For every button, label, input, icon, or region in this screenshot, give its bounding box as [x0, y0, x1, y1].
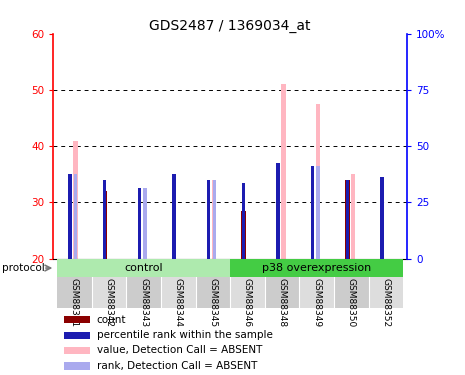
Bar — [317, 166, 320, 259]
Bar — [195, 277, 230, 308]
Bar — [276, 163, 280, 259]
Bar — [345, 180, 349, 259]
Bar — [73, 141, 78, 259]
Bar — [92, 277, 126, 308]
Bar — [138, 188, 141, 259]
Text: GSM88349: GSM88349 — [312, 278, 321, 327]
Text: GSM88350: GSM88350 — [347, 278, 356, 327]
Bar — [311, 166, 314, 259]
Bar — [74, 174, 77, 259]
Text: p38 overexpression: p38 overexpression — [262, 263, 372, 273]
Bar — [265, 277, 299, 308]
Bar — [230, 277, 265, 308]
Bar — [64, 332, 90, 339]
Text: GSM88341: GSM88341 — [70, 278, 79, 327]
Text: value, Detection Call = ABSENT: value, Detection Call = ABSENT — [97, 345, 262, 355]
Bar — [64, 316, 90, 323]
Bar — [64, 346, 90, 354]
Text: GSM88342: GSM88342 — [105, 278, 113, 327]
Bar — [212, 180, 217, 259]
Text: percentile rank within the sample: percentile rank within the sample — [97, 330, 272, 340]
Text: count: count — [97, 315, 126, 325]
Bar — [173, 174, 176, 259]
Text: protocol: protocol — [2, 263, 45, 273]
Bar — [334, 277, 369, 308]
Bar — [345, 180, 350, 259]
Bar — [68, 174, 72, 259]
Bar — [213, 180, 216, 259]
Bar — [207, 180, 211, 259]
Bar — [281, 84, 286, 259]
Bar — [351, 174, 355, 259]
Bar — [172, 174, 176, 259]
Text: GSM88348: GSM88348 — [278, 278, 286, 327]
Title: GDS2487 / 1369034_at: GDS2487 / 1369034_at — [149, 19, 311, 33]
Bar — [242, 183, 245, 259]
Bar — [230, 259, 404, 277]
Bar — [380, 177, 384, 259]
Bar — [143, 188, 146, 259]
Text: GSM88343: GSM88343 — [139, 278, 148, 327]
Bar — [64, 362, 90, 370]
Bar — [126, 277, 161, 308]
Bar — [369, 277, 404, 308]
Bar — [143, 233, 147, 259]
Bar — [57, 277, 92, 308]
Bar — [161, 277, 195, 308]
Text: GSM88346: GSM88346 — [243, 278, 252, 327]
Text: GSM88345: GSM88345 — [208, 278, 217, 327]
Text: control: control — [124, 263, 163, 273]
Text: rank, Detection Call = ABSENT: rank, Detection Call = ABSENT — [97, 361, 257, 371]
Bar — [380, 183, 384, 259]
Bar — [103, 180, 106, 259]
Bar — [57, 259, 230, 277]
Text: GSM88352: GSM88352 — [382, 278, 391, 327]
Bar — [316, 104, 320, 259]
Bar — [102, 191, 107, 259]
Text: GSM88344: GSM88344 — [174, 278, 183, 327]
Bar — [241, 211, 246, 259]
Bar — [299, 277, 334, 308]
